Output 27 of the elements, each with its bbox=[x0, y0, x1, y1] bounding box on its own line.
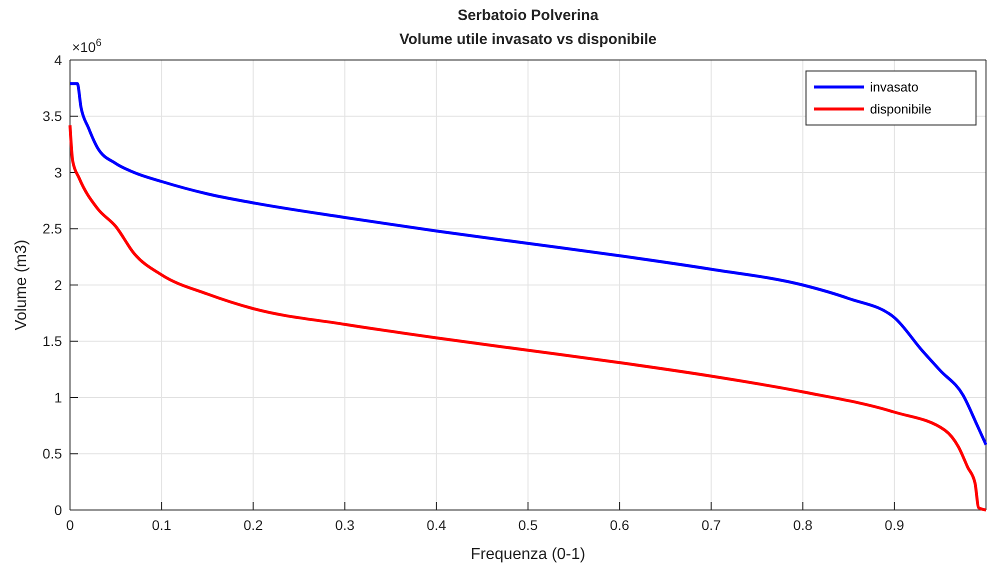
x-tick-label: 0.8 bbox=[793, 517, 813, 533]
x-tick-label: 0.9 bbox=[884, 517, 904, 533]
x-tick-label: 0 bbox=[66, 517, 74, 533]
x-tick-label: 0.7 bbox=[701, 517, 722, 533]
y-tick-label: 0 bbox=[54, 502, 62, 518]
chart-subtitle: Volume utile invasato vs disponibile bbox=[399, 31, 657, 48]
y-tick-label: 4 bbox=[54, 52, 62, 68]
legend-label: disponibile bbox=[870, 102, 932, 117]
x-tick-label: 0.5 bbox=[518, 517, 538, 533]
y-tick-label: 0.5 bbox=[42, 446, 62, 462]
text: ×10$^{6}$ bbox=[72, 37, 102, 55]
x-tick-label: 0.1 bbox=[152, 517, 172, 533]
chart-title: Serbatoio Polverina bbox=[458, 7, 600, 24]
y-tick-label: 2 bbox=[54, 276, 62, 293]
y-tick-label: 2.5 bbox=[42, 220, 62, 237]
y-axis-title: Volume (m3) bbox=[13, 240, 30, 330]
line-series bbox=[68, 82, 987, 446]
y-tick-label: 3.5 bbox=[42, 108, 62, 124]
x-tick-label: 0.4 bbox=[426, 517, 446, 533]
y-tick-label: 1 bbox=[54, 389, 62, 406]
y-tick-label: 3 bbox=[54, 164, 62, 180]
x-tick-label: 0.2 bbox=[243, 517, 264, 533]
legend-label: invasato bbox=[870, 80, 918, 95]
x-tick-label: 0.6 bbox=[610, 517, 630, 533]
x-axis-title: Frequenza (0-1) bbox=[470, 546, 586, 563]
y-tick-label: 1.5 bbox=[42, 333, 62, 350]
x-tick-label: 0.3 bbox=[335, 517, 355, 533]
